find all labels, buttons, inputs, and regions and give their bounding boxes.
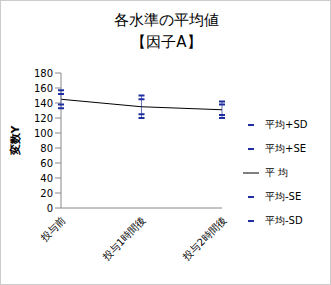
html-text:平均-SD: 平均-SD: [265, 215, 303, 226]
svg-text:投与前: 投与前: [38, 215, 68, 245]
svg-text:140: 140: [34, 98, 53, 109]
html-text:平 均: 平 均: [265, 167, 289, 178]
svg-text:0: 0: [47, 203, 53, 214]
html-text:平均+SE: 平均+SE: [265, 143, 306, 154]
html-text:【因子A】: 【因子A】: [131, 33, 202, 51]
svg-text:100: 100: [34, 128, 53, 139]
svg-text:60: 60: [40, 158, 53, 169]
svg-text:120: 120: [34, 113, 53, 124]
svg-text:変数Y: 変数Y: [9, 124, 22, 156]
html-text:各水準の平均値: 各水準の平均値: [114, 11, 219, 29]
svg-text:80: 80: [40, 143, 53, 154]
svg-text:180: 180: [34, 68, 53, 79]
html-text:平均-SE: 平均-SE: [265, 191, 302, 202]
svg-text:投与1時間後: 投与1時間後: [100, 215, 148, 263]
svg-text:20: 20: [40, 188, 53, 199]
svg-text:投与2時間後: 投与2時間後: [180, 215, 228, 263]
svg-text:160: 160: [34, 83, 53, 94]
html-text:平均+SD: 平均+SD: [265, 119, 308, 130]
svg-text:40: 40: [40, 173, 53, 184]
